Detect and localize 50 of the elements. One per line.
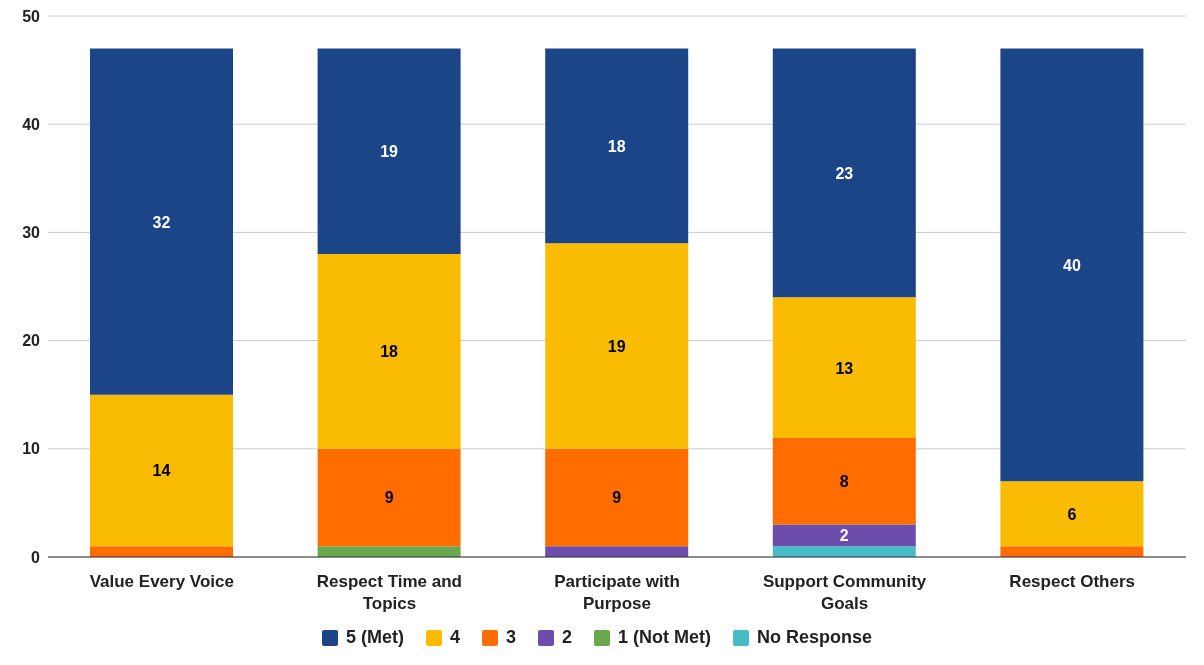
x-tick-label: Participate with Purpose (554, 572, 680, 613)
bar (1000, 546, 1144, 557)
x-tick-label: Respect Others (1009, 572, 1136, 591)
data-label: 13 (835, 359, 854, 377)
bar (772, 48, 916, 298)
data-label: 23 (835, 164, 854, 182)
x-tick-label: Respect Time and Topics (316, 572, 462, 613)
data-label: 32 (152, 213, 171, 231)
legend-label: 1 (Not Met) (618, 627, 711, 648)
data-label: 19 (607, 338, 626, 356)
bar (317, 254, 461, 449)
bar (90, 394, 233, 547)
bar (772, 546, 916, 557)
x-tick-label: Support Community Goals (762, 572, 927, 613)
bar (1000, 481, 1144, 547)
bar (90, 546, 233, 557)
legend-label: No Response (757, 627, 873, 648)
data-label: 14 (152, 462, 171, 480)
y-tick-label: 30 (22, 224, 41, 242)
bar (545, 243, 689, 449)
data-label: 8 (839, 473, 849, 491)
bar (545, 48, 689, 244)
bar (1000, 48, 1144, 482)
legend-label: 3 (505, 627, 516, 648)
legend-label: 4 (449, 627, 460, 648)
bar (772, 437, 916, 525)
y-tick-label: 50 (22, 7, 41, 25)
x-tick-label: Value Every Voice (89, 572, 234, 591)
bar (90, 48, 233, 395)
bar (772, 524, 916, 547)
data-label: 18 (607, 137, 626, 155)
bar (317, 448, 461, 547)
data-label: 19 (380, 143, 399, 161)
y-tick-label: 20 (22, 332, 41, 350)
y-tick-label: 10 (22, 440, 41, 458)
data-label: 40 (1063, 256, 1081, 274)
bar (317, 546, 461, 557)
legend-label: 2 (561, 627, 572, 648)
data-label: 2 (839, 527, 849, 545)
y-tick-label: 0 (31, 548, 41, 566)
bar (545, 546, 689, 557)
data-label: 6 (1067, 505, 1077, 523)
data-label: 18 (380, 343, 399, 361)
data-label: 9 (612, 489, 622, 507)
y-tick-label: 40 (22, 115, 41, 133)
legend-label: 5 (Met) (345, 627, 404, 648)
bar (545, 448, 689, 547)
bar (317, 48, 461, 255)
bar (772, 297, 916, 438)
data-label: 9 (384, 489, 394, 507)
